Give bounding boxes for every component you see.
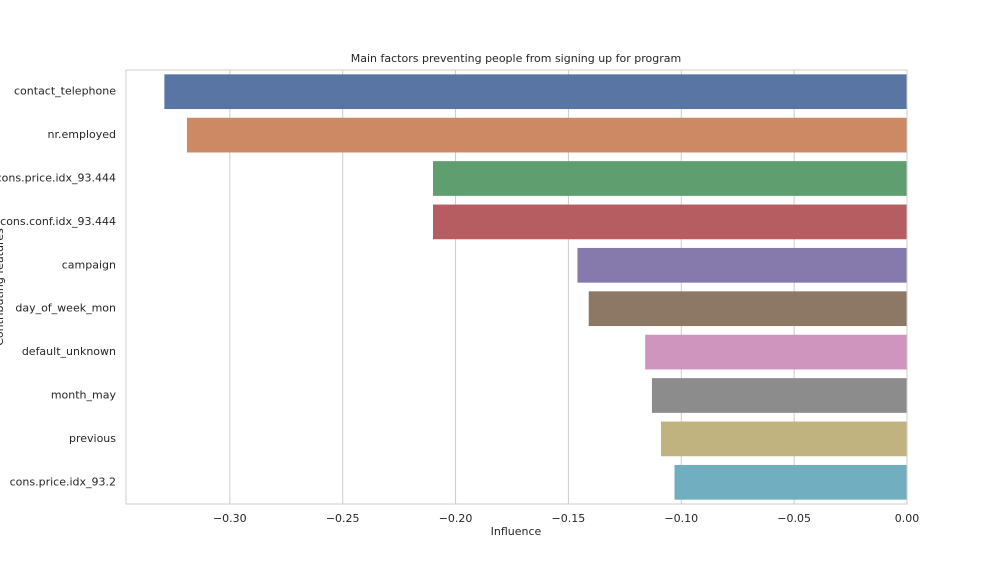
y-tick-label: campaign xyxy=(62,258,116,271)
bar xyxy=(432,161,907,196)
x-tick-label: −0.05 xyxy=(777,512,811,525)
bar xyxy=(651,378,907,413)
bar xyxy=(577,247,907,283)
y-tick-label: default_unknown xyxy=(22,345,116,358)
bar xyxy=(674,464,907,500)
x-tick-label: −0.10 xyxy=(664,512,698,525)
x-axis-label: Influence xyxy=(491,525,542,538)
y-tick-label: day_of_week_mon xyxy=(15,302,116,315)
bar xyxy=(186,117,908,153)
y-tick-label: cons.conf.idx_93.444 xyxy=(0,215,116,228)
y-tick-label: contact_telephone xyxy=(14,85,116,98)
x-tick-label: −0.20 xyxy=(439,512,473,525)
x-tick-label: −0.30 xyxy=(213,512,247,525)
chart-title: Main factors preventing people from sign… xyxy=(351,52,681,65)
x-tick-label: 0.00 xyxy=(895,512,920,525)
bar xyxy=(588,291,907,327)
bar xyxy=(645,334,907,370)
plot-frame xyxy=(125,69,908,505)
y-axis-label: Contributing features xyxy=(0,228,6,346)
y-tick-label: cons.price.idx_93.2 xyxy=(10,475,116,488)
y-tick-label: cons.price.idx_93.444 xyxy=(0,172,116,185)
bar xyxy=(660,421,907,457)
x-tick-label: −0.15 xyxy=(552,512,586,525)
y-tick-label: previous xyxy=(69,432,116,445)
bar xyxy=(432,204,907,240)
bar xyxy=(164,74,908,110)
y-tick-label: month_may xyxy=(51,389,117,402)
x-tick-label: −0.25 xyxy=(326,512,360,525)
y-tick-label: nr.employed xyxy=(48,128,117,141)
